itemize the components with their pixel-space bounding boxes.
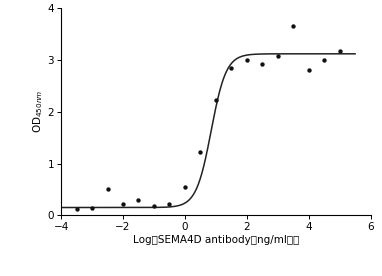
X-axis label: Log（SEMA4D antibody（ng/ml））: Log（SEMA4D antibody（ng/ml）） (133, 235, 299, 245)
Y-axis label: OD$_{450nm}$: OD$_{450nm}$ (31, 90, 45, 133)
Point (120, 202, 126, 206)
Point (104, 187, 111, 192)
Point (337, 49, 343, 54)
Point (89, 205, 95, 210)
Point (306, 68, 312, 73)
Point (244, 58, 250, 62)
Point (151, 204, 157, 208)
Point (259, 62, 265, 67)
Point (135, 198, 141, 202)
Point (182, 185, 188, 189)
Point (197, 150, 203, 154)
Point (166, 202, 172, 206)
Point (73, 207, 79, 211)
Point (228, 66, 235, 70)
Point (290, 24, 296, 29)
Point (275, 54, 281, 59)
Point (321, 58, 327, 62)
Point (213, 98, 219, 103)
